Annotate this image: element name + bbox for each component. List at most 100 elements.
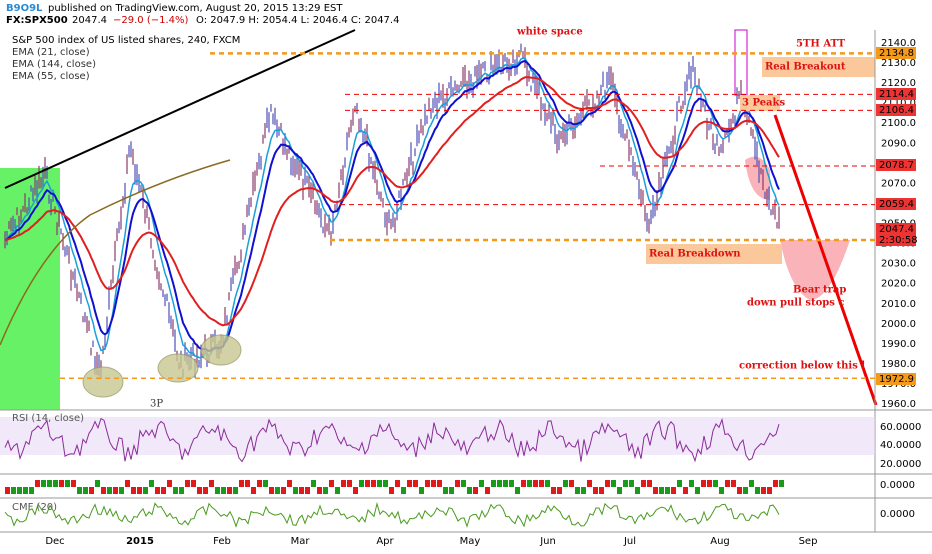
rsi-line: [4, 417, 780, 463]
histogram-bar: [749, 480, 754, 487]
price-label: 2106.4: [879, 105, 914, 116]
histogram-bar: [269, 487, 274, 494]
histogram-bar: [77, 487, 82, 494]
histogram-bar: [581, 487, 586, 494]
histogram-bar: [395, 480, 400, 487]
histogram-bar: [455, 480, 460, 487]
histogram-bar: [389, 487, 394, 494]
price-tick: 2120.0: [881, 78, 916, 89]
histogram-bar: [317, 487, 322, 494]
histogram-bar: [191, 480, 196, 487]
published: published on TradingView.com, August 20,…: [48, 3, 343, 14]
histogram-bar: [137, 487, 142, 494]
histogram-bar: [95, 480, 100, 487]
cmf-tick: 0.0000: [880, 509, 915, 520]
histogram-bar: [563, 480, 568, 487]
histogram-bar: [665, 487, 670, 494]
time-tick: Jul: [623, 536, 636, 547]
histogram-bar: [179, 487, 184, 494]
histogram-bar: [443, 487, 448, 494]
histogram-bar: [617, 487, 622, 494]
histogram-bar: [89, 487, 94, 494]
circle: [157, 353, 199, 383]
histogram-bar: [59, 480, 64, 487]
histogram-bar: [449, 487, 454, 494]
rsi-tick: 20.0000: [880, 459, 921, 470]
price-tick: 2100.0: [881, 118, 916, 129]
ema-line: [4, 59, 780, 353]
annotation: 3P: [150, 399, 163, 410]
histogram-bar: [233, 487, 238, 494]
histogram-bar: [173, 487, 178, 494]
histogram-bar: [743, 487, 748, 494]
histogram-bar: [347, 480, 352, 487]
price-tick: 1980.0: [881, 359, 916, 370]
annotation: white space: [516, 27, 583, 38]
histogram-bar: [11, 487, 16, 494]
time-tick: May: [460, 536, 481, 547]
legend: S&P 500 index of US listed shares, 240, …: [12, 35, 240, 46]
annotation: down pull stops c: [747, 298, 844, 309]
histogram-bar: [161, 487, 166, 494]
annotation: Bear trap: [793, 285, 846, 296]
price-label-bg: [876, 198, 916, 210]
histogram-bar: [203, 487, 208, 494]
price-label: 2047.4: [879, 224, 914, 235]
price-label: 2078.7: [879, 160, 914, 171]
annotation: correction below this l: [739, 361, 865, 372]
histogram-bar: [695, 487, 700, 494]
histogram-bar: [431, 480, 436, 487]
histogram-bar: [341, 480, 346, 487]
histogram-bar: [371, 480, 376, 487]
price-tick: 2140.0: [881, 38, 916, 49]
annotation: 3 Peaks: [742, 98, 785, 109]
histogram-bar: [515, 487, 520, 494]
histogram-bar: [125, 480, 130, 487]
histogram-bar: [131, 487, 136, 494]
histogram-bar: [155, 487, 160, 494]
pane-tick: 0.0000: [880, 480, 915, 491]
histogram-bar: [521, 480, 526, 487]
histogram-bar: [461, 480, 466, 487]
histogram-bar: [479, 480, 484, 487]
histogram-bar: [737, 487, 742, 494]
histogram-bar: [773, 480, 778, 487]
histogram-bar: [527, 480, 532, 487]
histogram-bar: [23, 487, 28, 494]
histogram-bar: [377, 480, 382, 487]
label-bg: [646, 244, 782, 264]
histogram-bar: [29, 487, 34, 494]
histogram-bar: [719, 487, 724, 494]
price-label-bg: [876, 159, 916, 171]
histogram-bar: [353, 487, 358, 494]
time-tick: Apr: [376, 536, 394, 547]
price-label-bg: [876, 223, 916, 235]
histogram-bar: [335, 487, 340, 494]
trend-line: [4, 29, 356, 189]
time-tick: Dec: [45, 536, 64, 547]
histogram-bar: [647, 480, 652, 487]
histogram-bar: [725, 480, 730, 487]
histogram-bar: [467, 487, 472, 494]
histogram-bar: [239, 480, 244, 487]
legend: EMA (55, close): [12, 71, 90, 82]
histogram-bar: [311, 480, 316, 487]
price-label-bg: [876, 104, 916, 116]
histogram-bar: [623, 480, 628, 487]
histogram-bar: [503, 480, 508, 487]
change: −29.0 (−1.4%): [113, 15, 189, 26]
histogram-bar: [287, 480, 292, 487]
circle: [200, 334, 242, 366]
histogram-bar: [113, 487, 118, 494]
price-tick: 2010.0: [881, 299, 916, 310]
histogram-bar: [119, 487, 124, 494]
histogram-bar: [593, 487, 598, 494]
histogram-bar: [215, 487, 220, 494]
histogram-bar: [491, 480, 496, 487]
bear-zone: [780, 240, 850, 300]
annotation: 5TH ATT: [796, 39, 846, 50]
histogram-bar: [197, 487, 202, 494]
cmf-line: [4, 501, 780, 528]
histogram-bar: [185, 480, 190, 487]
histogram-bar: [731, 480, 736, 487]
